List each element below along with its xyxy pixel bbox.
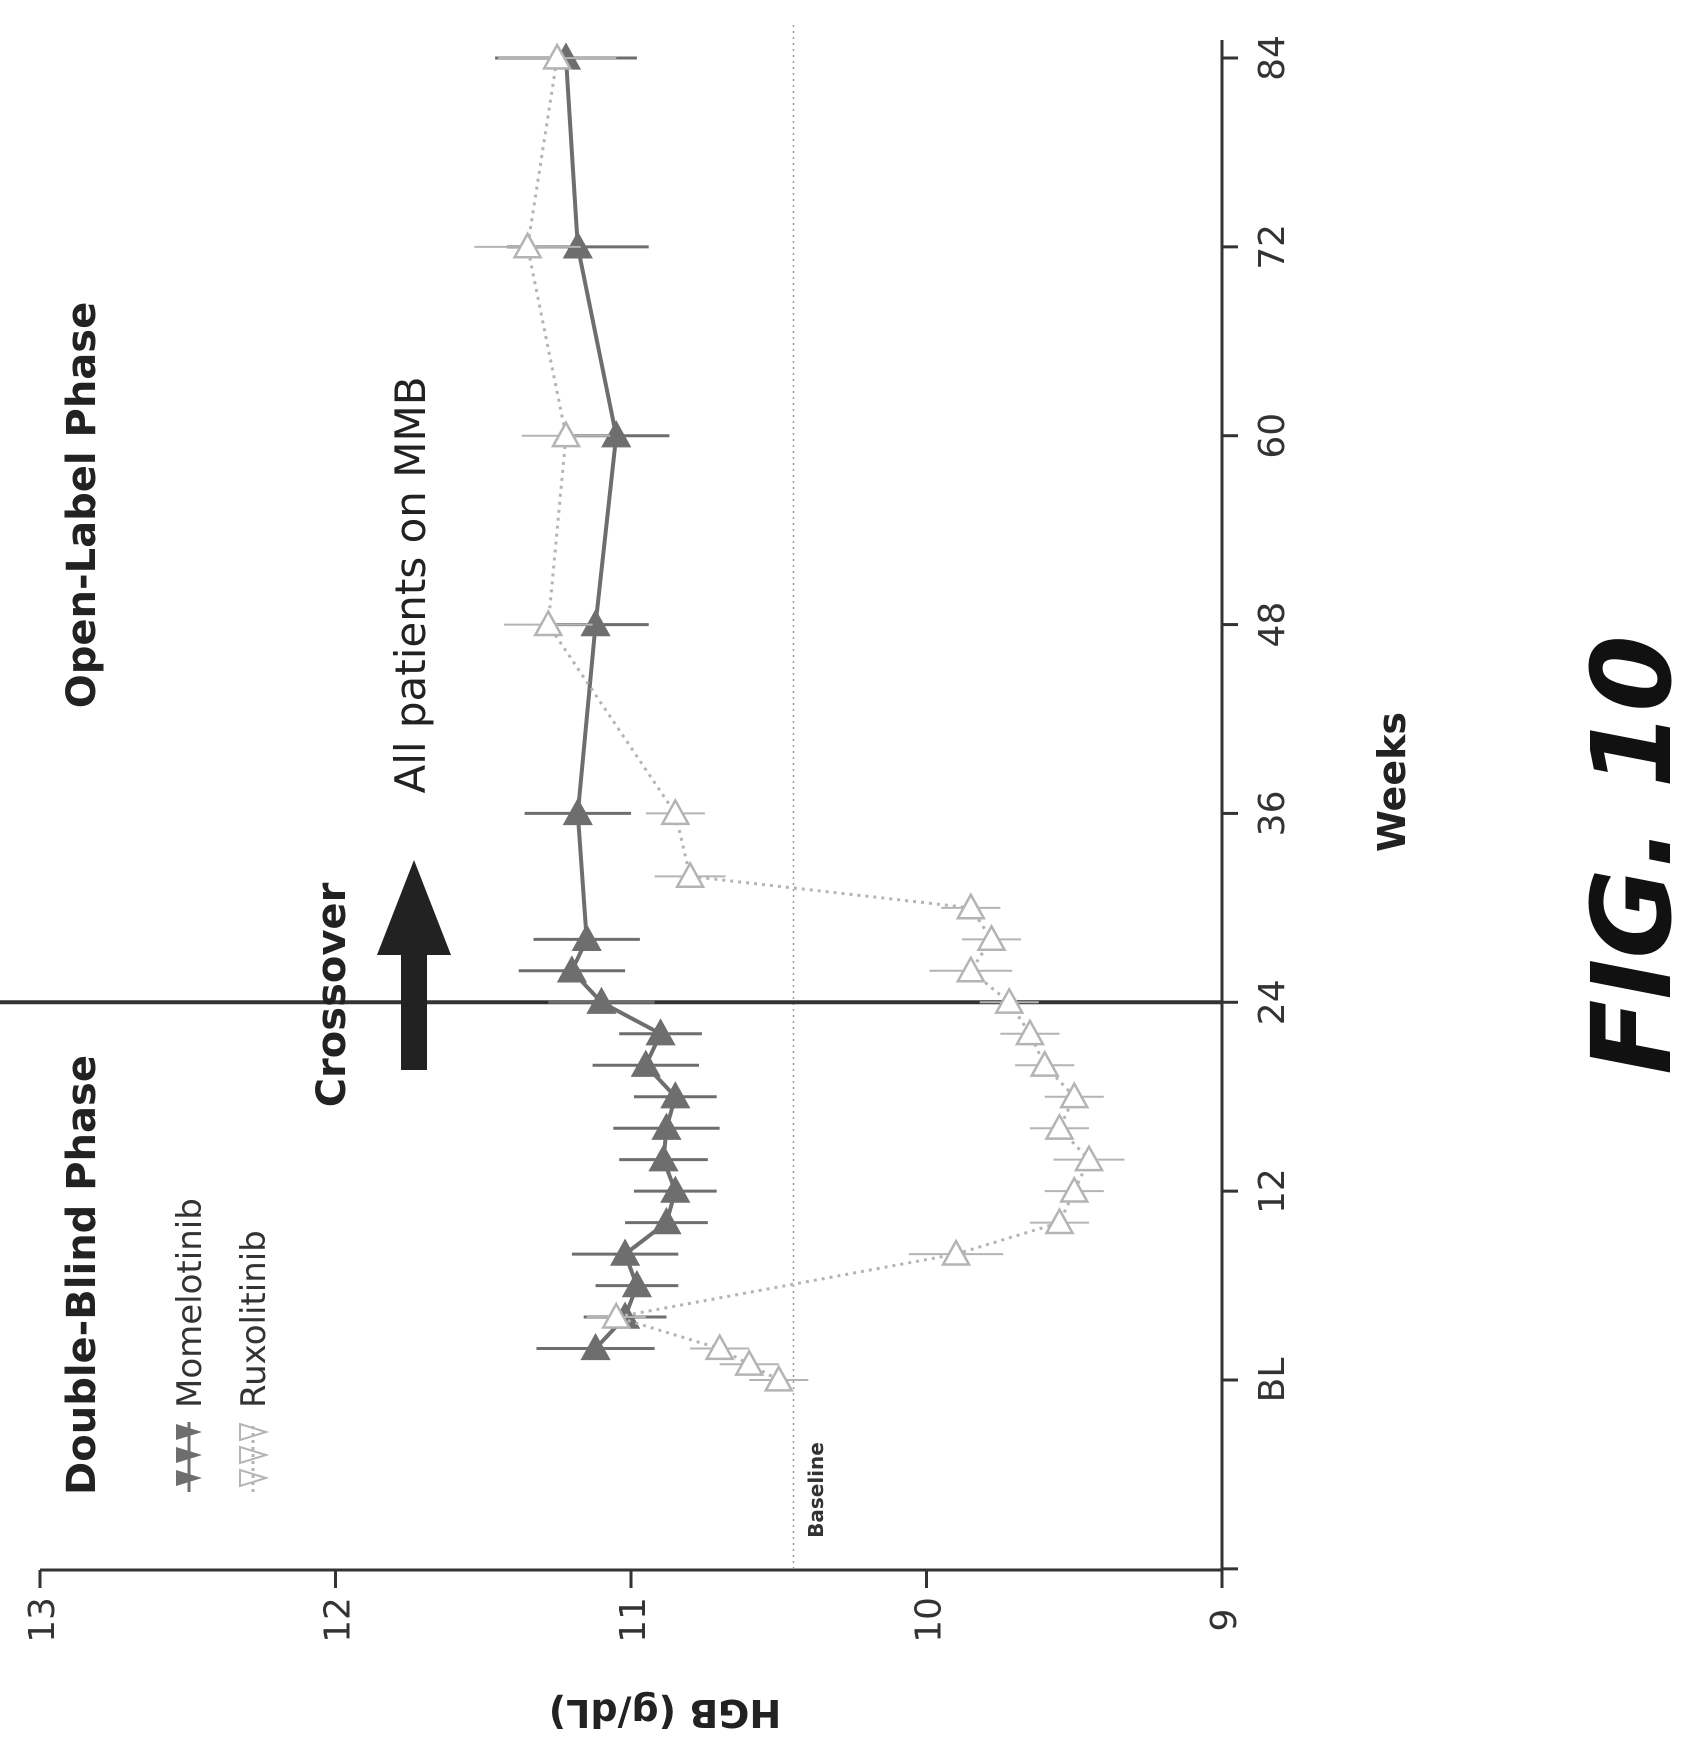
data-point-ruxolitinib <box>533 608 564 637</box>
data-point-ruxolitinib <box>1029 1049 1060 1077</box>
legend-label-momelotinib: Momelotinib <box>170 1198 210 1408</box>
legend-marker-ruxolitinib <box>239 1422 270 1488</box>
series-line-ruxolitinib <box>526 57 1091 1382</box>
data-point-ruxolitinib <box>601 1301 632 1329</box>
data-point-ruxolitinib <box>763 1364 794 1392</box>
y-tick-label: 13 <box>22 1597 63 1643</box>
data-point-ruxolitinib <box>734 1348 765 1376</box>
data-point-ruxolitinib <box>512 231 543 259</box>
data-point-momelotinib <box>556 955 588 983</box>
legend-label-ruxolitinib: Ruxolitinib <box>234 1230 274 1408</box>
crossover-label: Crossover <box>309 882 355 1107</box>
x-tick-label: 84 <box>1252 35 1293 81</box>
data-point-ruxolitinib <box>1059 1175 1090 1203</box>
data-point-ruxolitinib <box>1044 1207 1075 1235</box>
data-point-ruxolitinib <box>1014 1018 1046 1046</box>
y-tick-label: 11 <box>613 1597 654 1643</box>
data-point-momelotinib <box>660 1081 691 1109</box>
data-point-momelotinib <box>630 1049 661 1077</box>
data-point-ruxolitinib <box>674 860 706 889</box>
crossover-arrow-icon <box>377 860 451 1070</box>
data-point-momelotinib <box>648 1144 679 1172</box>
data-point-momelotinib <box>580 608 611 637</box>
data-point-ruxolitinib <box>550 420 582 448</box>
plot-area: BL 12 24 36 48 60 72 84 9 10 11 12 13 Weeks HGB (g/dL) <box>0 25 1414 1735</box>
all-patients-label: All patients on MMB <box>386 376 435 793</box>
legend: Momelotinib Ruxolitinib <box>170 1198 274 1492</box>
data-point-momelotinib <box>645 1018 676 1046</box>
data-point-momelotinib <box>651 1112 682 1140</box>
data-point-ruxolitinib <box>1059 1081 1090 1109</box>
data-point-momelotinib <box>571 923 602 951</box>
data-point-ruxolitinib <box>660 797 691 826</box>
data-point-momelotinib <box>651 1207 682 1235</box>
data-point-ruxolitinib <box>1073 1144 1105 1172</box>
figure-label: FIG. 10 <box>1568 635 1690 1075</box>
baseline-label: Baseline <box>804 1442 828 1538</box>
x-tick-label: 72 <box>1252 224 1293 270</box>
data-point-ruxolitinib <box>940 1238 972 1266</box>
y-tick-label: 10 <box>909 1597 950 1643</box>
data-point-ruxolitinib <box>542 42 573 70</box>
data-point-ruxolitinib <box>1044 1112 1075 1140</box>
data-point-momelotinib <box>562 231 593 259</box>
x-tick-label: 24 <box>1252 979 1293 1025</box>
open-label-phase-label: Open-Label Phase <box>59 302 105 708</box>
data-point-momelotinib <box>609 1238 641 1266</box>
y-tick-label: 12 <box>318 1597 359 1643</box>
data-point-momelotinib <box>562 797 593 826</box>
data-point-momelotinib <box>621 1269 653 1298</box>
data-point-ruxolitinib <box>704 1332 735 1361</box>
data-point-ruxolitinib <box>976 923 1007 951</box>
x-tick-label: 12 <box>1252 1168 1293 1214</box>
data-point-ruxolitinib <box>955 955 986 983</box>
data-point-momelotinib <box>586 986 617 1014</box>
x-tick-label: BL <box>1252 1358 1293 1403</box>
data-point-ruxolitinib <box>955 892 986 920</box>
x-tick-label: 36 <box>1252 791 1293 837</box>
data-point-momelotinib <box>601 420 632 448</box>
x-axis-title: Weeks <box>1370 712 1414 852</box>
data-point-momelotinib <box>660 1175 691 1203</box>
data-point-momelotinib <box>580 1332 611 1361</box>
x-tick-label: 48 <box>1252 602 1293 648</box>
y-axis-title: HGB (g/dL) <box>549 1691 781 1735</box>
y-tick-label: 9 <box>1204 1609 1245 1632</box>
double-blind-phase-label: Double-Blind Phase <box>59 1055 105 1495</box>
legend-marker-momelotinib <box>176 1424 202 1486</box>
x-tick-label: 60 <box>1252 413 1293 459</box>
data-point-ruxolitinib <box>994 986 1025 1014</box>
